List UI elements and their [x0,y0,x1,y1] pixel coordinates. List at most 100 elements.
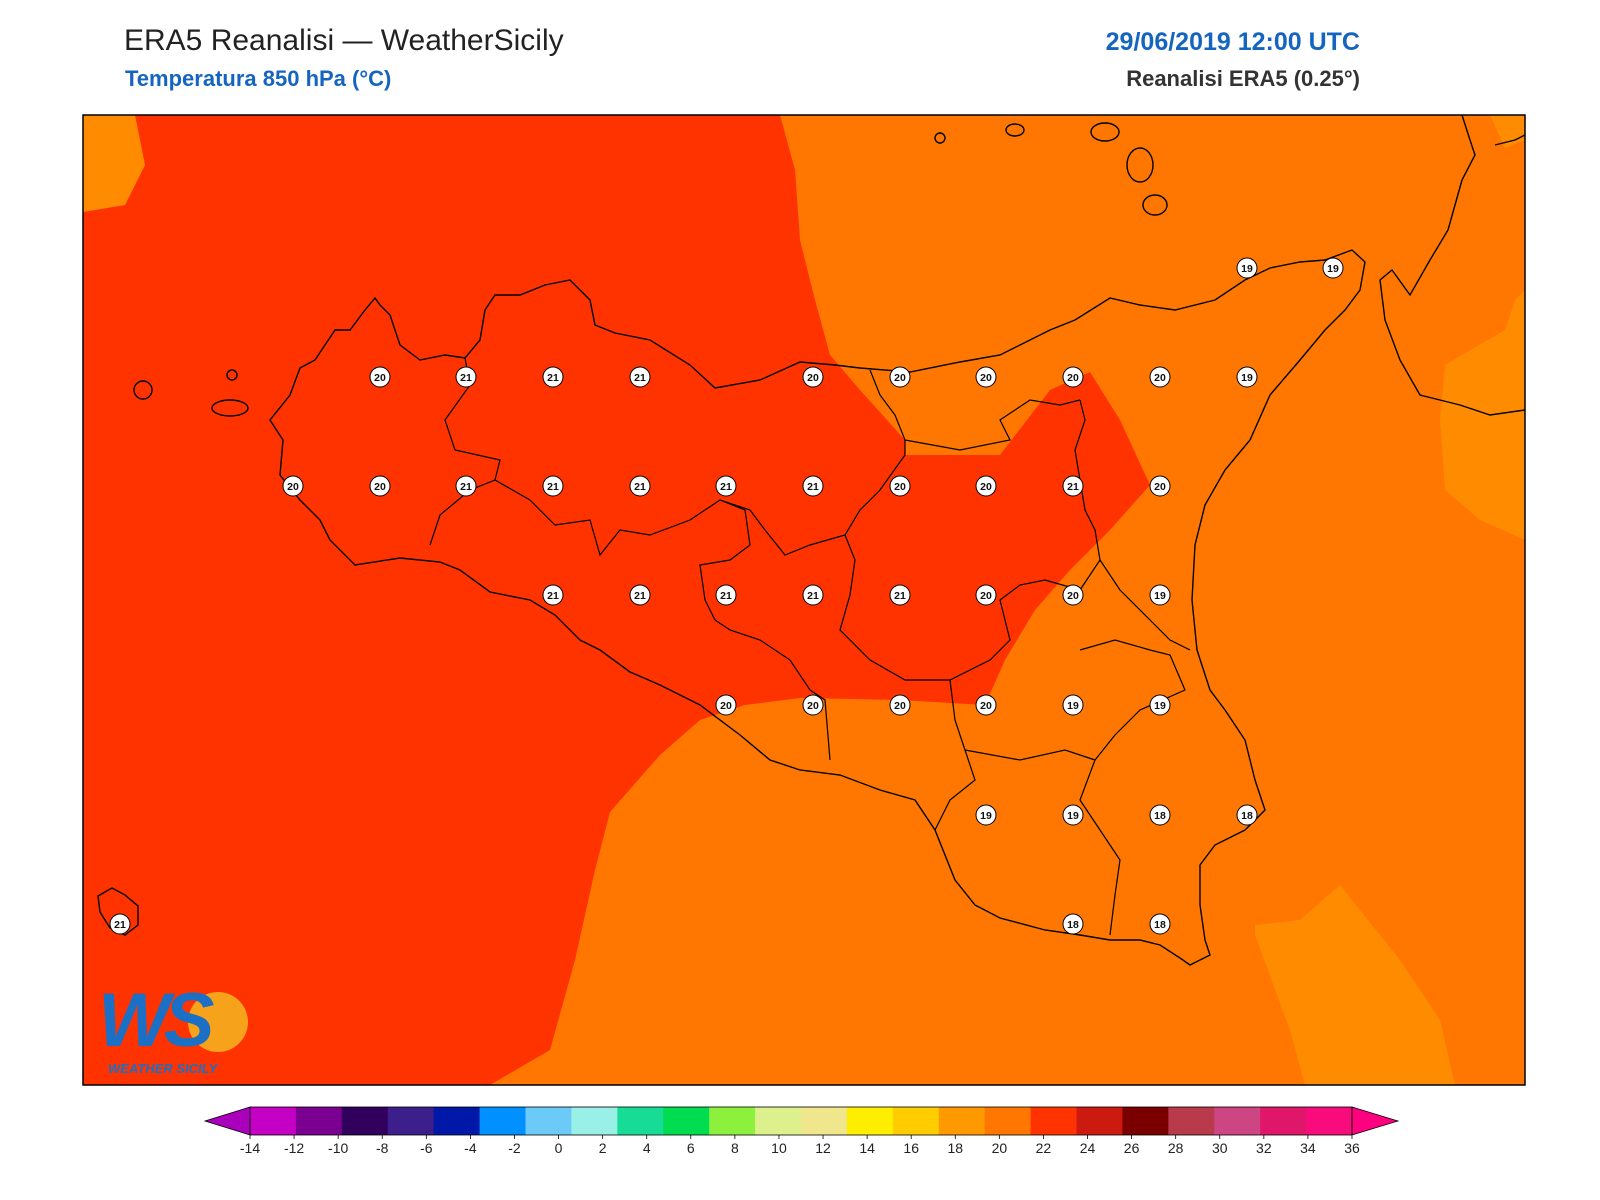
grid-label: 19 [1236,366,1258,388]
colorbar-tick-label: 6 [687,1140,695,1156]
colorbar-swatch [938,1107,986,1135]
grid-label: 20 [889,366,911,388]
colorbar-tick-label: 30 [1212,1140,1228,1156]
grid-label-value: 21 [547,481,559,493]
colorbar-swatch [846,1107,894,1135]
colorbar-tick-label: -4 [464,1140,477,1156]
colorbar-tick-label: -12 [284,1140,304,1156]
band-20-22 [83,115,1150,1085]
colorbar-tick-label: 22 [1036,1140,1052,1156]
grid-label-value: 21 [720,481,732,493]
colorbar-swatch [1306,1107,1353,1135]
sun-icon [188,992,248,1052]
colorbar-tick-label: 8 [731,1140,739,1156]
grid-label: 20 [975,366,997,388]
grid-label: 21 [715,584,737,606]
colorbar-swatch [387,1107,435,1135]
grid-label: 20 [369,366,391,388]
colorbar-tick-label: 28 [1168,1140,1184,1156]
colorbar-tick-label: 10 [771,1140,787,1156]
calabria-coastline [1379,115,1525,416]
colorbar-swatch [1214,1107,1261,1135]
grid-label: 21 [802,475,824,497]
grid-label-value: 19 [1067,810,1079,822]
grid-label: 20 [1149,366,1171,388]
grid-label-value: 20 [807,372,819,384]
grid-label: 21 [1062,475,1084,497]
colorbar-swatch [709,1107,756,1135]
colorbar-tick-label: -8 [376,1140,389,1156]
colorbar-swatch [571,1107,618,1135]
colorbar-swatch [1030,1107,1077,1135]
grid-label: 18 [1149,804,1171,826]
colorbar-swatch [984,1107,1032,1135]
colorbar-tick-label: 24 [1080,1140,1096,1156]
grid-label: 20 [975,475,997,497]
grid-label-value: 21 [460,481,472,493]
grid-label: 18 [1236,804,1258,826]
grid-label: 19 [1149,584,1171,606]
grid-label-value: 19 [1327,263,1339,275]
grid-label-value: 21 [807,590,819,602]
grid-label: 20 [975,694,997,716]
grid-label: 21 [629,366,651,388]
grid-label-value: 20 [894,700,906,712]
grid-label: 19 [1062,694,1084,716]
province-borders [429,357,1191,936]
grid-label: 19 [975,804,997,826]
grid-label: 20 [1149,475,1171,497]
colorbar-arrow-right [1351,1106,1400,1136]
colorbar-tick-label: 16 [903,1140,919,1156]
colorbar-tick-label: 0 [555,1140,563,1156]
grid-label: 20 [975,584,997,606]
grid-label-value: 20 [980,590,992,602]
grid-label-value: 20 [374,481,386,493]
logo-mark: WS [98,978,214,1063]
grid-label-value: 21 [460,372,472,384]
grid-label-value: 20 [287,481,299,493]
grid-label-value: 18 [1154,810,1166,822]
grid-label: 21 [542,584,564,606]
colorbar-tick-label: 2 [599,1140,607,1156]
grid-label-value: 20 [1154,372,1166,384]
grid-label: 20 [282,475,304,497]
grid-label-value: 21 [894,590,906,602]
grid-label: 20 [715,694,737,716]
map-subtitle: Temperatura 850 hPa (°C) [125,66,392,91]
colorbar-swatch [433,1107,481,1135]
logo-name: WEATHER SICILY [108,1061,219,1076]
map-frame [82,114,1526,1086]
colorbar-swatch [341,1107,389,1135]
band-16-18-southeast [1255,885,1455,1085]
grid-label: 21 [802,584,824,606]
grid-label-value: 21 [634,590,646,602]
colorbar-swatch [1168,1107,1215,1135]
colorbar-tick-label: 32 [1256,1140,1272,1156]
colorbar-swatch [1122,1107,1169,1135]
colorbar-tick-label: 34 [1300,1140,1316,1156]
grid-label-value: 21 [807,481,819,493]
colorbar-tick-label: 20 [992,1140,1008,1156]
grid-label-value: 20 [1067,590,1079,602]
grid-label-value: 20 [1067,372,1079,384]
colorbar-swatch [617,1107,664,1135]
band-16-18-east [1440,290,1525,540]
grid-label-value: 21 [114,919,126,931]
grid-label-value: 20 [807,700,819,712]
colorbar-arrow-left [203,1106,251,1136]
grid-label-value: 21 [547,372,559,384]
grid-label-value: 19 [1067,700,1079,712]
grid-label: 20 [1062,584,1084,606]
grid-label: 21 [109,913,131,935]
colorbar-swatch [1260,1107,1307,1135]
band-16-18-northwest [83,115,145,212]
grid-label: 20 [802,694,824,716]
grid-label-value: 18 [1241,810,1253,822]
colorbar-tick-label: -6 [420,1140,433,1156]
grid-label: 20 [889,694,911,716]
colorbar-swatch [250,1107,297,1135]
grid-label: 19 [1322,257,1344,279]
colorbar-swatch [525,1107,572,1135]
